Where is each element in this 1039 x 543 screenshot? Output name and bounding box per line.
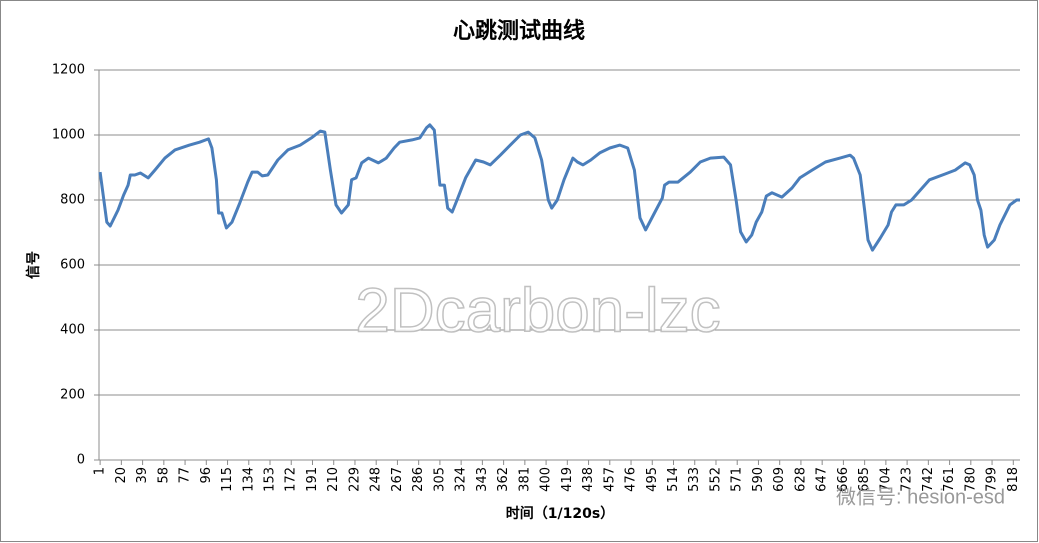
- y-tick-label: 1000: [52, 128, 85, 143]
- x-tick-label: 571: [730, 467, 745, 492]
- watermark: 2Dcarbon-lzc: [355, 276, 720, 345]
- y-tick-label: 0: [77, 453, 85, 468]
- x-tick-label: 153: [263, 467, 278, 492]
- x-tick-label: 1: [93, 467, 108, 475]
- x-tick-label: 742: [921, 467, 936, 492]
- x-tick-label: 704: [878, 467, 893, 492]
- x-tick-label: 799: [985, 467, 1000, 492]
- x-tick-label: 476: [624, 467, 639, 492]
- x-tick-label: 438: [581, 467, 596, 492]
- x-tick-label: 286: [411, 467, 426, 492]
- x-tick-label: 172: [284, 467, 299, 492]
- x-tick-label: 666: [836, 467, 851, 492]
- x-tick-label: 210: [326, 467, 341, 492]
- line-series: [98, 123, 1020, 252]
- y-tick-label: 800: [60, 193, 85, 208]
- x-tick-label: 20: [114, 467, 129, 484]
- x-tick-label: 362: [496, 467, 511, 492]
- x-tick-label: 590: [751, 467, 766, 492]
- x-tick-label: 457: [602, 467, 617, 492]
- x-tick-label: 324: [454, 467, 469, 492]
- y-axis-title: 信号: [25, 251, 42, 279]
- x-tick-label: 267: [390, 467, 405, 492]
- x-axis-title: 时间（1/120s）: [506, 505, 614, 522]
- x-tick-label: 96: [199, 467, 214, 484]
- x-tick-label: 191: [305, 467, 320, 492]
- x-tick-label: 533: [687, 467, 702, 492]
- x-tick-label: 647: [815, 467, 830, 492]
- x-tick-label: 115: [220, 467, 235, 492]
- x-tick-label: 39: [135, 467, 150, 484]
- x-tick-label: 381: [517, 467, 532, 492]
- x-tick-label: 609: [772, 467, 787, 492]
- x-tick-label: 248: [369, 467, 384, 492]
- x-tick-label: 134: [241, 467, 256, 492]
- x-tick-label: 818: [1006, 467, 1021, 492]
- x-tick-label: 229: [347, 467, 362, 492]
- x-tick-label: 400: [539, 467, 554, 492]
- x-tick-label: 419: [560, 467, 575, 492]
- y-tick-label: 200: [60, 388, 85, 403]
- x-tick-label: 77: [178, 467, 193, 484]
- x-tick-label: 343: [475, 467, 490, 492]
- y-tick-label: 400: [60, 323, 85, 338]
- plot-area: 0 200 400 600 800 1000 1200 1 20 39 58 77 96 115 134 15…: [52, 63, 1021, 492]
- x-tick-label: 761: [942, 467, 957, 492]
- x-tick-label: 685: [857, 467, 872, 492]
- x-tick-label: 58: [156, 467, 171, 484]
- x-tick-label: 552: [708, 467, 723, 492]
- watermark-wechat: 微信号: hesion-esd: [836, 485, 1005, 508]
- y-tick-label: 1200: [52, 63, 85, 78]
- chart-title: 心跳测试曲线: [453, 18, 585, 44]
- x-tick-label: 780: [963, 467, 978, 492]
- x-tick-label: 628: [793, 467, 808, 492]
- x-tick-label: 495: [645, 467, 660, 492]
- y-tick-label: 600: [60, 258, 85, 273]
- x-tick-label: 514: [666, 467, 681, 492]
- x-tick-label: 305: [432, 467, 447, 492]
- x-tick-label: 723: [900, 467, 915, 492]
